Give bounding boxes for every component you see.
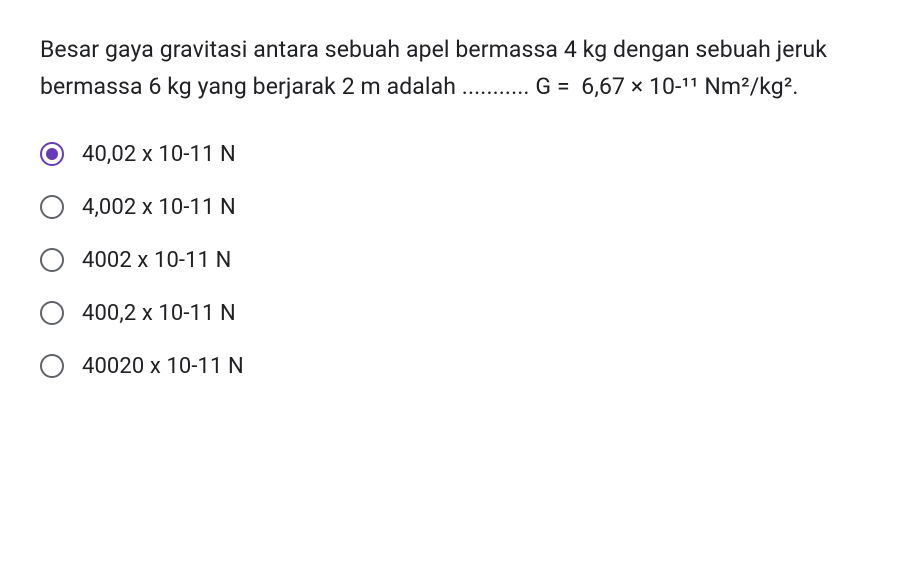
question-text: Besar gaya gravitasi antara sebuah apel … [40, 32, 860, 106]
radio-icon [40, 248, 64, 272]
option-2[interactable]: 4002 x 10-11 N [40, 248, 860, 273]
option-label: 4002 x 10-11 N [82, 248, 231, 273]
radio-icon [40, 195, 64, 219]
option-1[interactable]: 4,002 x 10-11 N [40, 195, 860, 220]
option-label: 40020 x 10-11 N [82, 354, 244, 379]
option-label: 400,2 x 10-11 N [82, 301, 236, 326]
radio-icon [40, 301, 64, 325]
option-4[interactable]: 40020 x 10-11 N [40, 354, 860, 379]
option-3[interactable]: 400,2 x 10-11 N [40, 301, 860, 326]
radio-icon [40, 142, 64, 166]
option-0[interactable]: 40,02 x 10-11 N [40, 142, 860, 167]
option-label: 4,002 x 10-11 N [82, 195, 236, 220]
options-list: 40,02 x 10-11 N 4,002 x 10-11 N 4002 x 1… [40, 142, 860, 379]
radio-icon [40, 354, 64, 378]
option-label: 40,02 x 10-11 N [82, 142, 236, 167]
